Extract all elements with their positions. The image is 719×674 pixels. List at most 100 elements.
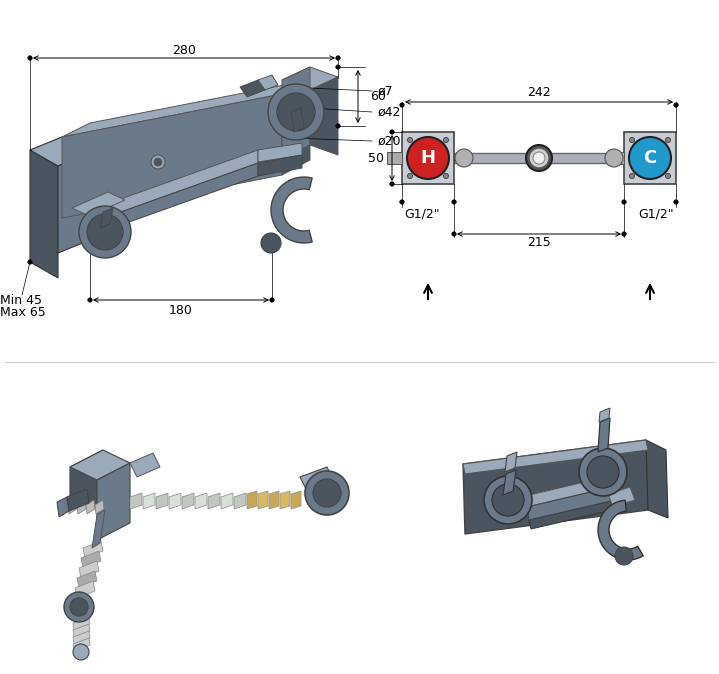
Polygon shape bbox=[73, 624, 90, 637]
Circle shape bbox=[622, 232, 626, 236]
Circle shape bbox=[529, 148, 549, 168]
Circle shape bbox=[336, 56, 340, 60]
Polygon shape bbox=[529, 500, 617, 529]
Polygon shape bbox=[30, 137, 90, 166]
Polygon shape bbox=[73, 638, 90, 651]
Circle shape bbox=[336, 65, 340, 69]
Polygon shape bbox=[269, 491, 279, 509]
Circle shape bbox=[444, 173, 449, 179]
Polygon shape bbox=[598, 500, 644, 560]
Polygon shape bbox=[271, 177, 312, 243]
Polygon shape bbox=[463, 440, 648, 474]
Polygon shape bbox=[95, 500, 104, 514]
Circle shape bbox=[444, 137, 449, 142]
Text: 280: 280 bbox=[172, 44, 196, 57]
Circle shape bbox=[455, 149, 473, 167]
Polygon shape bbox=[598, 418, 610, 452]
Polygon shape bbox=[282, 67, 338, 90]
Text: C: C bbox=[644, 149, 656, 167]
Polygon shape bbox=[599, 408, 610, 422]
Polygon shape bbox=[208, 493, 220, 509]
Polygon shape bbox=[81, 551, 101, 568]
Text: 50: 50 bbox=[368, 152, 384, 164]
Circle shape bbox=[270, 298, 274, 302]
Polygon shape bbox=[646, 440, 668, 518]
Polygon shape bbox=[503, 470, 516, 495]
Circle shape bbox=[261, 233, 281, 253]
Polygon shape bbox=[70, 450, 103, 510]
Text: ø20: ø20 bbox=[378, 135, 401, 148]
Circle shape bbox=[313, 479, 341, 507]
Circle shape bbox=[666, 173, 671, 179]
Circle shape bbox=[587, 456, 619, 488]
Circle shape bbox=[605, 149, 623, 167]
Polygon shape bbox=[58, 153, 90, 253]
Polygon shape bbox=[182, 493, 194, 509]
Circle shape bbox=[526, 145, 552, 171]
Polygon shape bbox=[300, 467, 335, 493]
Polygon shape bbox=[75, 581, 95, 598]
Circle shape bbox=[73, 644, 89, 660]
Polygon shape bbox=[258, 75, 278, 90]
Circle shape bbox=[400, 200, 404, 204]
Circle shape bbox=[277, 93, 315, 131]
Circle shape bbox=[622, 200, 626, 204]
Polygon shape bbox=[92, 510, 105, 548]
Text: Min 45: Min 45 bbox=[0, 293, 42, 307]
Circle shape bbox=[484, 476, 532, 524]
Circle shape bbox=[452, 200, 456, 204]
Polygon shape bbox=[130, 493, 142, 509]
Circle shape bbox=[674, 103, 678, 107]
Polygon shape bbox=[527, 487, 615, 520]
Text: 60: 60 bbox=[370, 90, 386, 102]
Circle shape bbox=[70, 598, 88, 616]
Text: ø7: ø7 bbox=[378, 84, 393, 98]
Polygon shape bbox=[258, 143, 302, 162]
Polygon shape bbox=[62, 80, 310, 137]
Circle shape bbox=[154, 158, 162, 166]
Text: 180: 180 bbox=[169, 303, 193, 317]
Polygon shape bbox=[258, 491, 268, 509]
Polygon shape bbox=[143, 493, 155, 509]
Polygon shape bbox=[258, 155, 302, 176]
Polygon shape bbox=[86, 500, 95, 514]
Circle shape bbox=[305, 471, 349, 515]
Polygon shape bbox=[62, 94, 282, 218]
Circle shape bbox=[408, 137, 413, 142]
Text: 215: 215 bbox=[527, 237, 551, 249]
Circle shape bbox=[28, 259, 32, 264]
Polygon shape bbox=[73, 617, 90, 630]
Polygon shape bbox=[90, 150, 258, 223]
Polygon shape bbox=[130, 453, 160, 477]
Polygon shape bbox=[624, 132, 676, 184]
Circle shape bbox=[390, 130, 394, 134]
Text: G1/2": G1/2" bbox=[404, 208, 439, 220]
Polygon shape bbox=[195, 493, 207, 509]
Polygon shape bbox=[608, 487, 635, 507]
Polygon shape bbox=[57, 497, 69, 517]
Circle shape bbox=[390, 182, 394, 186]
Polygon shape bbox=[240, 80, 265, 97]
Polygon shape bbox=[77, 500, 86, 514]
Circle shape bbox=[400, 103, 404, 107]
Circle shape bbox=[87, 214, 123, 250]
Text: H: H bbox=[421, 149, 436, 167]
Circle shape bbox=[79, 206, 131, 258]
Polygon shape bbox=[97, 463, 130, 540]
Polygon shape bbox=[310, 77, 338, 155]
Polygon shape bbox=[67, 489, 89, 511]
Polygon shape bbox=[30, 150, 58, 278]
Polygon shape bbox=[169, 493, 181, 509]
Polygon shape bbox=[387, 152, 402, 164]
Polygon shape bbox=[234, 493, 246, 509]
Polygon shape bbox=[282, 67, 310, 158]
Polygon shape bbox=[79, 480, 95, 507]
Circle shape bbox=[88, 298, 92, 302]
Circle shape bbox=[407, 137, 449, 179]
Circle shape bbox=[630, 173, 634, 179]
Polygon shape bbox=[100, 208, 113, 228]
Polygon shape bbox=[402, 132, 454, 184]
Text: ø42: ø42 bbox=[378, 106, 401, 119]
Polygon shape bbox=[79, 561, 99, 578]
Circle shape bbox=[151, 155, 165, 169]
